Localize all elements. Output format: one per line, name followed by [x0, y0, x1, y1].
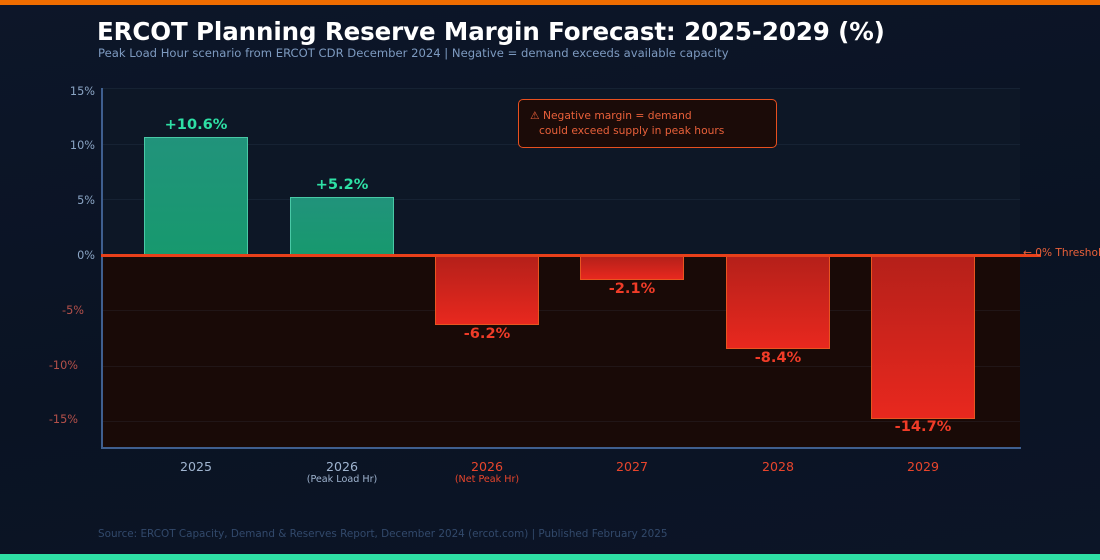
y-tick-label: 15%	[69, 85, 95, 98]
gridline-m10	[101, 365, 1020, 367]
y-axis-spine	[101, 88, 103, 449]
bar-value-label: +10.6%	[164, 116, 228, 133]
bar-2025[interactable]	[144, 137, 248, 255]
y-tick-label: -5%	[62, 304, 84, 317]
bar-value-label: -6.2%	[463, 325, 511, 342]
y-tick-label: -15%	[48, 413, 78, 426]
x-tick-year: 2025	[179, 459, 213, 474]
x-tick-2025: 2025	[144, 459, 248, 474]
negative-zone-shading	[101, 255, 1020, 448]
y-tick-label: 10%	[69, 139, 95, 152]
bar-2027[interactable]	[580, 256, 684, 280]
bar-value-label: +5.2%	[315, 176, 369, 193]
warning-line-1: ⚠ Negative margin = demand	[530, 109, 692, 122]
y-tick-label: 0%	[77, 249, 95, 262]
bottom-accent-bar	[0, 554, 1100, 560]
x-tick-2026-peak-load: 2026 (Peak Load Hr)	[290, 459, 394, 486]
plot-area	[101, 88, 1020, 448]
x-tick-year: 2026	[470, 459, 504, 474]
zero-threshold-label: ← 0% Threshold	[1023, 247, 1100, 259]
source-footer: Source: ERCOT Capacity, Demand & Reserve…	[98, 528, 668, 540]
bar-2026-net-peak[interactable]	[435, 256, 539, 325]
x-tick-year: 2027	[615, 459, 649, 474]
gridline-m15	[101, 421, 1020, 422]
x-tick-2027: 2027	[580, 459, 684, 474]
x-tick-year: 2028	[761, 459, 795, 474]
warning-line-2: could exceed supply in peak hours	[539, 124, 725, 137]
x-tick-2029: 2029	[871, 459, 975, 474]
x-tick-2026-net-peak: 2026 (Net Peak Hr)	[435, 459, 539, 486]
gridline-15	[101, 88, 1020, 89]
warning-annotation-box: ⚠ Negative margin = demand could exceed …	[518, 99, 777, 148]
bar-value-label: -14.7%	[894, 418, 952, 435]
gridline-m5	[101, 310, 1020, 311]
y-tick-label: 5%	[77, 194, 95, 207]
y-tick-label: -10%	[48, 359, 78, 372]
bar-value-label: -8.4%	[754, 349, 802, 366]
gridline-5	[101, 199, 1020, 200]
x-tick-2028: 2028	[726, 459, 830, 474]
x-tick-sublabel: (Net Peak Hr)	[454, 474, 520, 485]
x-tick-sublabel: (Peak Load Hr)	[306, 474, 378, 485]
x-axis-spine	[101, 447, 1021, 449]
zero-threshold-line	[101, 254, 1041, 257]
bar-2028[interactable]	[726, 256, 830, 349]
x-tick-year: 2029	[906, 459, 940, 474]
x-tick-year: 2026	[325, 459, 359, 474]
top-accent-bar	[0, 0, 1100, 5]
page-subtitle: Peak Load Hour scenario from ERCOT CDR D…	[98, 46, 729, 60]
bar-value-label: -2.1%	[608, 280, 656, 297]
page-title: ERCOT Planning Reserve Margin Forecast: …	[97, 17, 885, 46]
bar-2029[interactable]	[871, 256, 975, 419]
bar-2026-peak-load[interactable]	[290, 197, 394, 255]
